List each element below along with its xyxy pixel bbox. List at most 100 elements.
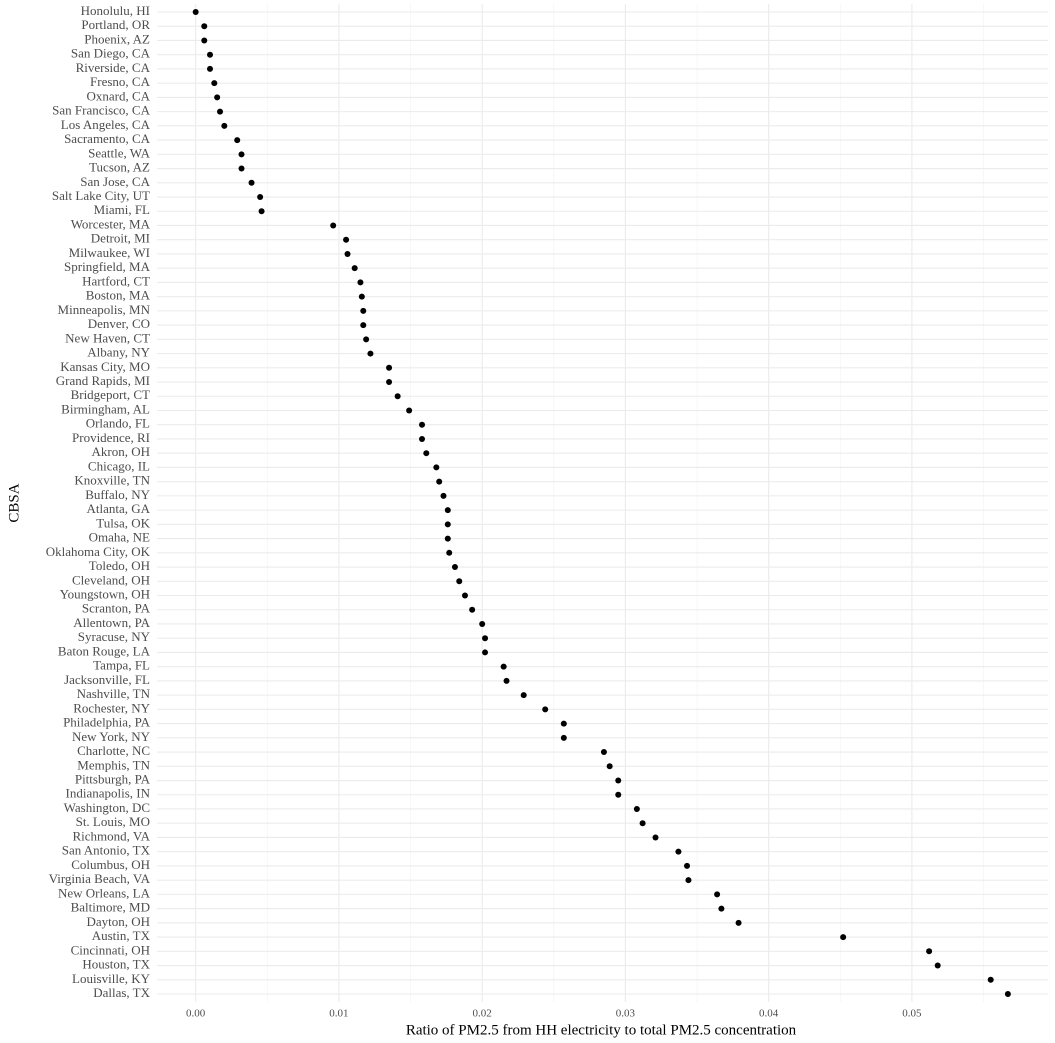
- dot: [560, 734, 567, 741]
- y-tick-label: Albany, NY: [87, 345, 150, 360]
- dot: [675, 848, 682, 855]
- y-tick-label: San Jose, CA: [80, 174, 150, 189]
- dot: [192, 9, 199, 15]
- dot: [257, 194, 264, 201]
- dot: [207, 51, 214, 58]
- dot: [444, 507, 451, 514]
- y-tick-label: New York, NY: [72, 729, 151, 744]
- y-tick-label: San Antonio, TX: [62, 843, 151, 858]
- y-tick-label: Denver, CO: [88, 316, 150, 331]
- dot: [436, 478, 443, 485]
- dot: [211, 80, 218, 87]
- y-tick-label: Knoxville, TN: [74, 473, 150, 488]
- y-tick-label: Bridgeport, CT: [71, 387, 150, 402]
- y-tick-label: Milwaukee, WI: [69, 245, 150, 260]
- y-tick-label: Philadelphia, PA: [63, 715, 151, 730]
- dot: [344, 250, 351, 257]
- dot: [363, 336, 370, 343]
- y-tick-label: Boston, MA: [86, 288, 151, 303]
- y-tick-label: Honolulu, HI: [81, 3, 150, 18]
- y-tick-label: Syracuse, NY: [78, 629, 151, 644]
- y-tick-label: St. Louis, MO: [76, 814, 150, 829]
- dot: [934, 962, 941, 969]
- dot: [343, 236, 350, 243]
- y-tick-label: Miami, FL: [94, 202, 150, 217]
- y-tick-label: Detroit, MI: [91, 231, 150, 246]
- y-tick-label: Chicago, IL: [88, 458, 150, 473]
- dot: [238, 165, 245, 172]
- x-tick-label: 0.05: [902, 1008, 922, 1020]
- dot: [639, 820, 646, 827]
- y-tick-label: Salt Lake City, UT: [52, 188, 150, 203]
- y-tick-label: Rochester, NY: [73, 700, 150, 715]
- y-tick-label: Phoenix, AZ: [84, 31, 150, 46]
- y-tick-label: Virginia Beach, VA: [49, 871, 151, 886]
- y-tick-label: Fresno, CA: [90, 74, 151, 89]
- y-tick-label: Baton Rouge, LA: [58, 643, 151, 658]
- y-tick-label: Houston, TX: [82, 957, 150, 972]
- dot: [423, 450, 430, 457]
- y-tick-label: Sacramento, CA: [64, 131, 151, 146]
- y-tick-label: Allentown, PA: [73, 615, 150, 630]
- dot: [461, 592, 468, 599]
- y-tick-label: San Diego, CA: [71, 46, 151, 61]
- y-tick-label: Tucson, AZ: [89, 160, 150, 175]
- dot: [201, 23, 208, 30]
- dot: [419, 421, 426, 428]
- dot: [482, 649, 489, 656]
- dot: [451, 564, 458, 571]
- dot: [386, 379, 393, 386]
- y-tick-label: Akron, OH: [92, 444, 151, 459]
- y-tick-label: Cincinnati, OH: [71, 942, 150, 957]
- x-tick-label: 0.04: [759, 1008, 779, 1020]
- y-tick-label: Springfield, MA: [64, 259, 151, 274]
- dot: [360, 307, 367, 314]
- y-tick-label: Buffalo, NY: [85, 487, 150, 502]
- y-tick-label: Indianapolis, IN: [66, 786, 151, 801]
- x-tick-label: 0.03: [616, 1008, 636, 1020]
- dot: [633, 805, 640, 812]
- y-tick-label: Kansas City, MO: [60, 359, 150, 374]
- dot: [685, 877, 692, 884]
- dot: [718, 905, 725, 912]
- x-axis-title: Ratio of PM2.5 from HH electricity to to…: [406, 1022, 797, 1038]
- dot: [351, 265, 358, 272]
- dot: [926, 948, 933, 955]
- y-tick-label: Scranton, PA: [82, 601, 151, 616]
- y-tick-label: Dayton, OH: [86, 914, 150, 929]
- y-axis-title: CBSA: [6, 483, 22, 522]
- y-tick-label: Worcester, MA: [71, 216, 151, 231]
- y-tick-label: Charlotte, NC: [77, 743, 150, 758]
- dot: [207, 65, 214, 72]
- dot: [330, 222, 337, 229]
- dot: [714, 891, 721, 898]
- dot: [248, 179, 255, 186]
- dot: [482, 635, 489, 642]
- dot: [469, 606, 476, 613]
- dot: [987, 976, 994, 983]
- y-tick-label: Washington, DC: [64, 800, 150, 815]
- y-tick-label: Cleveland, OH: [72, 572, 150, 587]
- y-tick-label: New Haven, CT: [65, 330, 150, 345]
- dot: [606, 763, 613, 770]
- dot: [358, 293, 365, 300]
- dot: [440, 492, 447, 499]
- dot: [258, 208, 265, 215]
- y-tick-label: Oxnard, CA: [86, 88, 150, 103]
- dot: [542, 706, 549, 713]
- dot: [406, 407, 413, 414]
- dot: [615, 777, 622, 784]
- y-tick-label: Nashville, TN: [77, 686, 151, 701]
- dot: [444, 521, 451, 528]
- dot: [201, 37, 208, 44]
- dot: [367, 350, 374, 357]
- y-tick-label: Pittsburgh, PA: [75, 772, 151, 787]
- dot: [238, 151, 245, 158]
- y-tick-label: Columbus, OH: [71, 857, 150, 872]
- dot: [684, 862, 691, 869]
- y-tick-label: Dallas, TX: [93, 985, 150, 1000]
- y-tick-label: Atlanta, GA: [86, 501, 150, 516]
- dot: [500, 663, 507, 670]
- y-tick-label: Seattle, WA: [88, 145, 150, 160]
